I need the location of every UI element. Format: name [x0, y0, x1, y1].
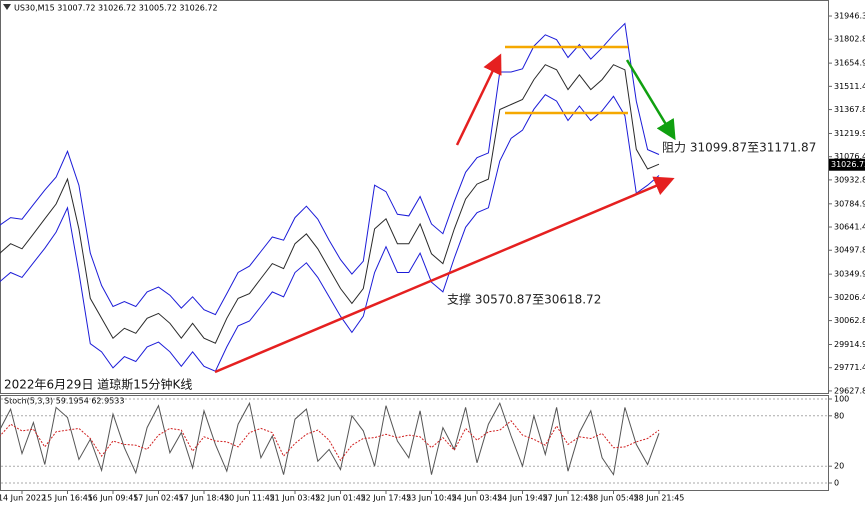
x-tick-label: 15 Jun 16:45: [42, 494, 93, 503]
support-trendline: [214, 176, 675, 374]
y-tick-label: 30784.95: [834, 199, 865, 208]
y-tick-label: 31076.40: [834, 152, 865, 161]
last-price-box: [829, 158, 865, 171]
y-tick-label: 31511.40: [834, 82, 865, 91]
x-tick-label: 28 Jun 21:45: [634, 494, 685, 503]
y-tick-label: 31219.95: [834, 129, 865, 138]
series-line: [0, 22, 660, 316]
x-tick-label: 24 Jun 03:45: [452, 494, 503, 503]
y-tick-label: 30641.40: [834, 223, 865, 232]
y-tick-label: 30206.40: [834, 293, 865, 302]
x-tick-label: 16 Jun 09:45: [88, 494, 139, 503]
x-tick-label: 14 Jun 2022: [0, 494, 46, 503]
plots: [0, 22, 828, 484]
main-panel: [0, 0, 829, 394]
menu-icon[interactable]: [3, 4, 11, 10]
y-tick-label: 30349.95: [834, 270, 865, 279]
last-price-label: 31026.72: [831, 160, 865, 169]
y-tick-label: 0: [834, 479, 839, 488]
y-tick-label: 31946.30: [834, 12, 865, 21]
x-tick-label: 27 Jun 12:45: [543, 494, 594, 503]
x-tick-label: 21 Jun 03:45: [270, 494, 321, 503]
chart-title: US30,M15 31007.72 31026.72 31005.72 3102…: [14, 4, 218, 13]
series-line: [0, 401, 660, 476]
indicator-title: Stoch(5,3,3) 59.1954 62.9533: [4, 397, 124, 406]
series-line: [0, 64, 660, 344]
y-tick-label: 29627.85: [834, 386, 865, 395]
x-tick-label: 24 Jun 19:45: [497, 494, 548, 503]
y-tick-label: 31654.95: [834, 59, 865, 68]
support-note: 支撑 30570.87至30618.72: [447, 292, 601, 307]
y-tick-label: 29771.40: [834, 363, 865, 372]
caption: 2022年6月29日 道琼斯15分钟K线: [4, 377, 192, 392]
x-tick-label: 17 Jun 02:45: [133, 494, 184, 503]
x-tick-label: 20 Jun 11:45: [224, 494, 275, 503]
y-tick-label: 31802.85: [834, 35, 865, 44]
y-tick-label: 29914.95: [834, 340, 865, 349]
x-tick-label: 22 Jun 17:45: [361, 494, 412, 503]
x-tick-label: 23 Jun 10:45: [406, 494, 457, 503]
series-line: [0, 94, 660, 372]
y-tick-label: 30497.85: [834, 246, 865, 255]
resistance-note: 阻力 31099.87至31171.87: [662, 141, 816, 155]
y-tick-label: 31367.85: [834, 105, 865, 114]
y-tick-label: 30932.85: [834, 175, 865, 184]
x-tick-label: 17 Jun 18:45: [179, 494, 230, 503]
x-tick-label: 28 Jun 05:45: [588, 494, 639, 503]
x-tick-label: 22 Jun 01:45: [315, 494, 366, 503]
down-arrow: [625, 59, 676, 141]
y-tick-label: 30062.85: [834, 316, 865, 325]
y-tick-label: 20: [834, 462, 844, 471]
stoch-panel: [0, 395, 829, 491]
y-tick-label: 80: [834, 411, 844, 420]
y-tick-label: 100: [834, 395, 849, 404]
up-arrow: [455, 53, 502, 146]
